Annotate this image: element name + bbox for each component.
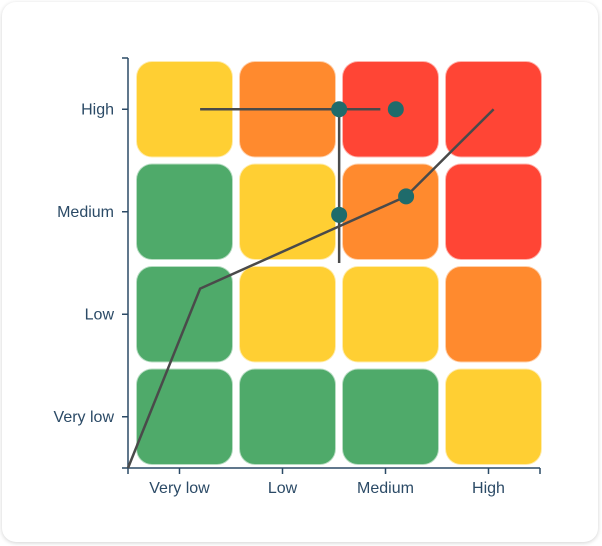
heatmap-cell-medium-high — [444, 162, 543, 261]
overlay-line-1 — [126, 108, 495, 469]
heatmap-cells — [135, 60, 543, 466]
heatmap-cell-very-low-low — [238, 367, 337, 466]
heatmap-cell-very-low-very-low — [135, 367, 234, 466]
y-tick-label: High — [81, 101, 114, 118]
heatmap-cell-low-high — [444, 265, 543, 364]
overlay-points — [331, 101, 415, 223]
y-tick-label: Medium — [57, 204, 114, 221]
y-tick-label: Very low — [54, 409, 115, 426]
y-tick-label: Low — [85, 306, 115, 323]
x-tick-label: High — [472, 480, 505, 497]
heatmap-cell-very-low-high — [444, 367, 543, 466]
x-tick-label: Very low — [149, 480, 210, 497]
heatmap-cell-low-low — [238, 265, 337, 364]
x-tick-label: Medium — [357, 480, 414, 497]
heatmap-cell-very-low-medium — [341, 367, 440, 466]
heatmap-cell-medium-low — [238, 162, 337, 261]
overlay-point-4 — [331, 206, 348, 223]
axes: Very low Low Medium High Very low Low Medium Hi… — [54, 57, 541, 497]
overlay-point-1 — [331, 101, 348, 118]
heatmap-cell-low-very-low — [135, 265, 234, 364]
overlay-point-3 — [398, 188, 415, 205]
overlay-lines — [126, 108, 495, 469]
x-tick-label: Low — [268, 480, 298, 497]
overlay-point-2 — [387, 101, 404, 118]
heatmap-cell-medium-very-low — [135, 162, 234, 261]
heatmap-cell-low-medium — [341, 265, 440, 364]
